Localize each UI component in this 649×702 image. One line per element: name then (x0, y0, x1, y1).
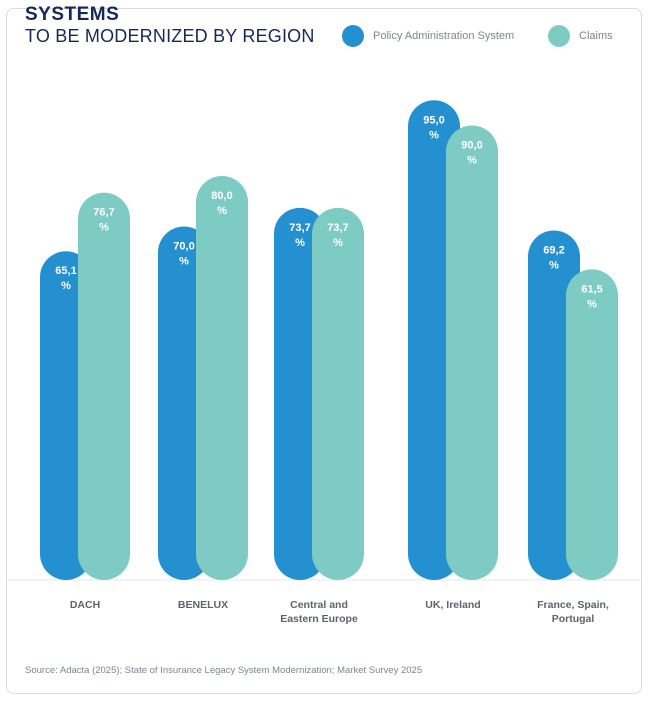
legend-item-pas: Policy Administration System (342, 22, 514, 50)
bar-claims-1 (196, 176, 248, 580)
data-label-unit: % (61, 280, 71, 292)
legend-label-claims: Claims (579, 30, 613, 42)
legend-label-pas: Policy Administration System (373, 30, 515, 42)
data-label-unit: % (429, 129, 439, 141)
data-label-value: 73,7 (289, 222, 310, 234)
legend-swatch-claims (548, 25, 570, 47)
data-label-value: 76,7 (93, 207, 114, 219)
data-label-value: 73,7 (327, 222, 348, 234)
bar-claims-2 (312, 207, 364, 580)
category-label: Eastern Europe (280, 613, 358, 625)
bar-claims-3 (446, 125, 498, 580)
data-label-unit: % (587, 298, 597, 310)
legend-swatch-pas (342, 25, 364, 47)
chart-subtitle: TO BE MODERNIZED BY REGION (25, 26, 315, 46)
data-label-value: 70,0 (173, 241, 194, 253)
data-label-unit: % (295, 237, 305, 249)
data-label-unit: % (217, 205, 227, 217)
chart-title: SYSTEMS (25, 4, 120, 25)
category-label: DACH (70, 599, 100, 611)
category-label: France, Spain, (537, 599, 609, 611)
data-label-value: 65,1 (55, 265, 76, 277)
data-label-unit: % (333, 237, 343, 249)
bar-claims-4 (566, 269, 618, 580)
category-label: UK, Ireland (425, 599, 480, 611)
legend-item-claims: Claims (548, 22, 613, 50)
source-note: Source: Adacta (2025); State of Insuranc… (25, 665, 423, 676)
data-label-unit: % (179, 256, 189, 268)
data-label-value: 95,0 (423, 114, 444, 126)
data-label-value: 69,2 (543, 245, 564, 257)
data-label-value: 80,0 (211, 190, 232, 202)
category-label: BENELUX (178, 599, 228, 611)
data-label-value: 90,0 (461, 140, 482, 152)
data-label-unit: % (549, 260, 559, 272)
data-label-unit: % (99, 222, 109, 234)
data-label-unit: % (467, 155, 477, 167)
category-label: Portugal (552, 613, 595, 625)
category-label: Central and (290, 599, 348, 611)
bar-claims-0 (78, 192, 130, 581)
data-label-value: 61,5 (581, 283, 602, 295)
